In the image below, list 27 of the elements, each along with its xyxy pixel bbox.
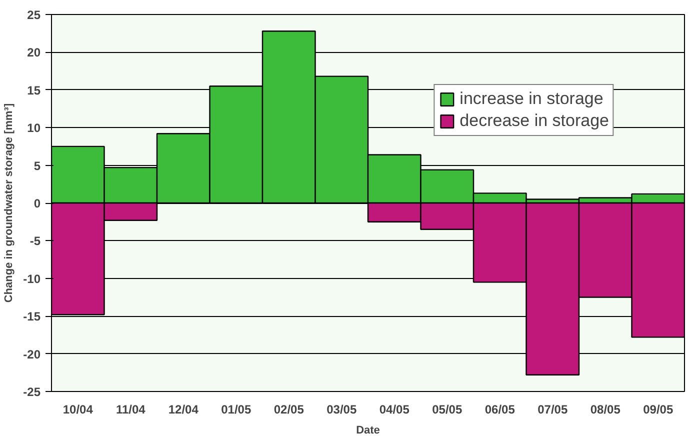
x-tick-label: 07/05 — [538, 402, 568, 416]
y-tick-label: -5 — [30, 234, 41, 248]
y-tick-label: 5 — [34, 158, 41, 173]
x-tick-label: 04/05 — [379, 402, 410, 416]
legend-label: decrease in storage — [460, 111, 609, 131]
y-axis-title: Change in groundwater storage [mm³] — [3, 103, 16, 303]
x-tick-label: 09/05 — [643, 402, 674, 416]
x-tick-label: 01/05 — [221, 402, 252, 416]
y-tick-label: 20 — [27, 46, 41, 60]
x-tick-label: 02/05 — [274, 402, 304, 416]
y-tick-label: 25 — [27, 8, 41, 22]
x-tick-label: 11/04 — [116, 402, 146, 416]
y-tick-label: -20 — [23, 347, 41, 362]
legend-label: increase in storage — [460, 89, 604, 109]
x-tick-label: 08/05 — [590, 402, 621, 416]
y-tick-label: 10 — [27, 121, 41, 136]
x-tick-label: 06/05 — [484, 402, 516, 416]
y-tick-label: -10 — [23, 272, 41, 286]
x-axis-title: Date — [356, 424, 380, 436]
x-tick-label: 12/04 — [168, 402, 199, 416]
y-tick-label: -15 — [23, 310, 41, 324]
y-tick-label: 0 — [34, 196, 41, 210]
y-tick-label: 15 — [27, 83, 41, 98]
x-tick-label: 05/05 — [432, 402, 462, 416]
y-tick-label: -25 — [23, 385, 41, 399]
x-tick-label: 10/04 — [62, 402, 94, 416]
x-tick-label: 03/05 — [326, 402, 357, 416]
